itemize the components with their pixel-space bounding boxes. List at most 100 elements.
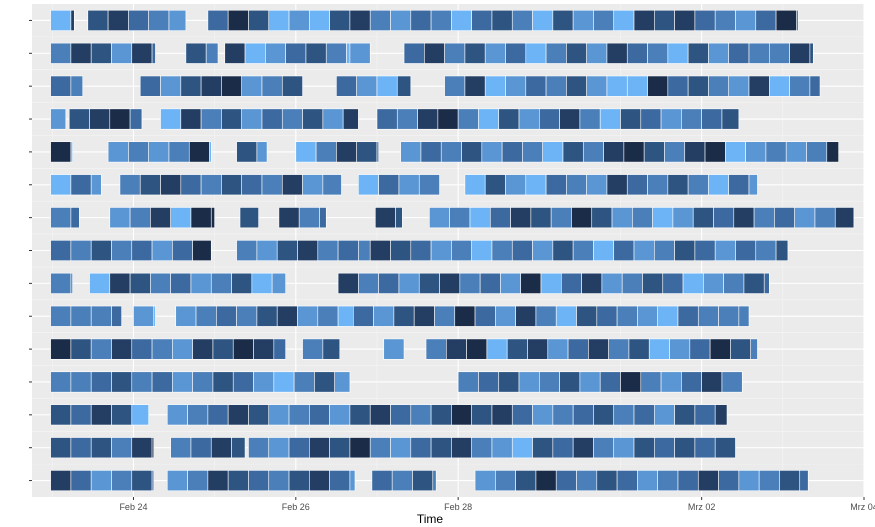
tile bbox=[342, 108, 359, 130]
tile bbox=[608, 338, 630, 360]
tile bbox=[511, 437, 533, 459]
tile bbox=[358, 174, 379, 196]
tile bbox=[261, 108, 283, 130]
tile bbox=[451, 437, 472, 459]
x-tick-label: Mrz 04 bbox=[850, 502, 875, 512]
tile bbox=[491, 437, 513, 459]
tile bbox=[603, 141, 625, 163]
tile bbox=[621, 272, 643, 294]
tile bbox=[566, 174, 587, 196]
tile bbox=[150, 207, 171, 229]
tile bbox=[288, 437, 310, 459]
tile bbox=[660, 371, 682, 393]
tile bbox=[90, 174, 102, 196]
tile bbox=[265, 42, 286, 64]
tile bbox=[451, 404, 472, 426]
tile bbox=[555, 305, 577, 327]
tile bbox=[160, 108, 182, 130]
tile bbox=[207, 470, 229, 492]
tile bbox=[491, 240, 513, 261]
tile bbox=[131, 338, 153, 360]
tile bbox=[285, 42, 307, 64]
tile bbox=[400, 141, 422, 163]
tile bbox=[542, 141, 564, 163]
tile bbox=[50, 272, 72, 294]
tile bbox=[50, 207, 72, 229]
tile bbox=[586, 42, 608, 64]
tile bbox=[459, 272, 481, 294]
tile bbox=[160, 75, 182, 97]
tile bbox=[70, 305, 92, 327]
tile bbox=[677, 305, 699, 327]
tile bbox=[50, 437, 72, 459]
tile bbox=[256, 305, 278, 327]
tile bbox=[349, 437, 371, 459]
tile bbox=[728, 174, 750, 196]
tile bbox=[689, 338, 711, 360]
tile bbox=[248, 404, 270, 426]
tile bbox=[613, 240, 635, 261]
tile bbox=[410, 437, 432, 459]
tile bbox=[532, 9, 554, 31]
tile bbox=[89, 108, 111, 130]
tile bbox=[195, 305, 217, 327]
tile bbox=[647, 174, 669, 196]
tile bbox=[667, 174, 689, 196]
tile bbox=[131, 371, 153, 393]
tile bbox=[701, 371, 723, 393]
tile bbox=[391, 470, 413, 492]
tile bbox=[412, 470, 434, 492]
tile bbox=[498, 371, 520, 393]
tile bbox=[356, 141, 378, 163]
tile bbox=[484, 75, 506, 97]
tile bbox=[430, 404, 452, 426]
tile bbox=[50, 240, 72, 261]
tile bbox=[572, 404, 594, 426]
tile bbox=[505, 75, 527, 97]
tile bbox=[185, 42, 207, 64]
tile bbox=[390, 240, 412, 261]
tile bbox=[505, 174, 527, 196]
tile bbox=[654, 404, 675, 426]
tile bbox=[302, 108, 324, 130]
tile bbox=[111, 437, 133, 459]
tile bbox=[261, 75, 283, 97]
tile bbox=[111, 240, 133, 261]
tile bbox=[216, 305, 237, 327]
tile bbox=[735, 9, 757, 31]
tile bbox=[674, 240, 696, 261]
tile bbox=[190, 272, 212, 294]
tile bbox=[396, 108, 418, 130]
tile bbox=[353, 305, 374, 327]
tile bbox=[68, 108, 90, 130]
tile bbox=[826, 141, 839, 163]
tile bbox=[111, 338, 133, 360]
tile bbox=[107, 141, 129, 163]
tile bbox=[317, 305, 339, 327]
tile bbox=[273, 371, 295, 393]
tile bbox=[586, 75, 608, 97]
tile bbox=[131, 404, 149, 426]
tile bbox=[579, 371, 601, 393]
tile bbox=[647, 75, 669, 97]
tile bbox=[789, 42, 811, 64]
tile bbox=[50, 174, 72, 196]
tile bbox=[748, 42, 770, 64]
tile bbox=[620, 371, 642, 393]
tile bbox=[527, 338, 549, 360]
tile bbox=[484, 174, 506, 196]
tile bbox=[90, 371, 112, 393]
tile bbox=[532, 240, 554, 261]
x-tick-label: Feb 28 bbox=[444, 502, 472, 512]
tile bbox=[224, 42, 246, 64]
tile bbox=[336, 141, 357, 163]
tile bbox=[561, 272, 582, 294]
tile bbox=[151, 240, 173, 261]
tile bbox=[430, 9, 452, 31]
tile bbox=[481, 141, 503, 163]
tile bbox=[358, 240, 371, 261]
y-axis-ticks bbox=[29, 19, 32, 482]
tile bbox=[50, 42, 72, 64]
tile bbox=[148, 9, 170, 31]
